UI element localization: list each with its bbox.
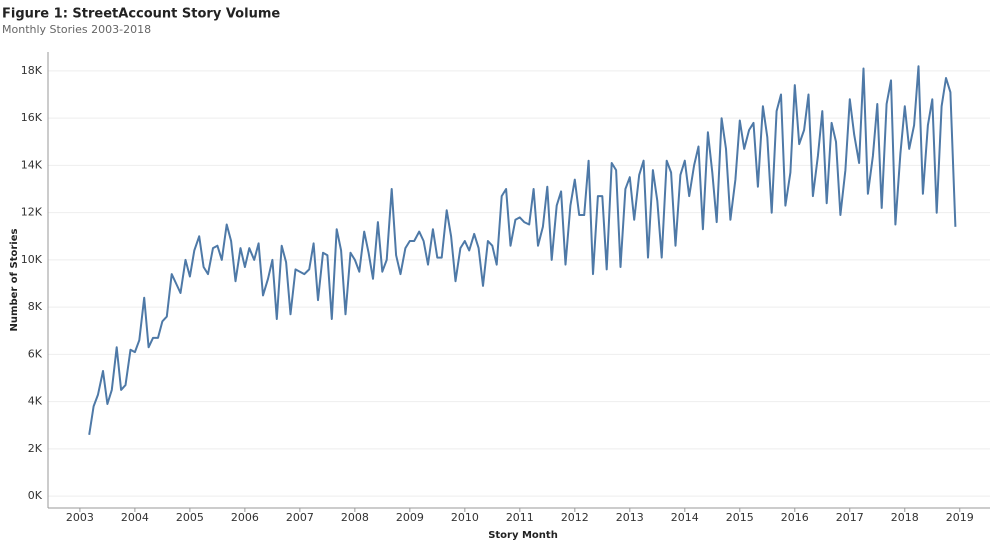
x-tick-label: 2012 [561,511,589,524]
y-tick-label: 16K [21,111,43,124]
x-tick-label: 2008 [341,511,369,524]
x-axis-label: Story Month [488,530,558,541]
y-tick-label: 2K [28,442,43,455]
y-tick-label: 14K [21,158,43,171]
x-tick-label: 2011 [506,511,534,524]
x-tick-label: 2016 [781,511,809,524]
chart-subtitle: Monthly Stories 2003-2018 [2,23,151,36]
x-tick-label: 2007 [286,511,314,524]
x-tick-label: 2014 [671,511,699,524]
y-tick-label: 18K [21,64,43,77]
x-tick-label: 2013 [616,511,644,524]
x-tick-label: 2010 [451,511,479,524]
x-tick-label: 2015 [726,511,754,524]
x-tick-label: 2018 [891,511,919,524]
y-tick-label: 4K [28,395,43,408]
x-tick-label: 2009 [396,511,424,524]
y-axis-label: Number of Stories [9,229,20,332]
y-tick-label: 10K [21,253,43,266]
y-tick-label: 6K [28,347,43,360]
y-tick-label: 8K [28,300,43,313]
x-tick-label: 2019 [946,511,974,524]
y-tick-label: 0K [28,489,43,502]
y-tick-label: 12K [21,206,43,219]
chart-title: Figure 1: StreetAccount Story Volume [2,7,280,22]
x-tick-label: 2004 [121,511,149,524]
x-tick-label: 2006 [231,511,259,524]
data-line [88,65,957,435]
x-tick-label: 2003 [66,511,94,524]
x-tick-label: 2017 [836,511,864,524]
x-tick-label: 2005 [176,511,204,524]
